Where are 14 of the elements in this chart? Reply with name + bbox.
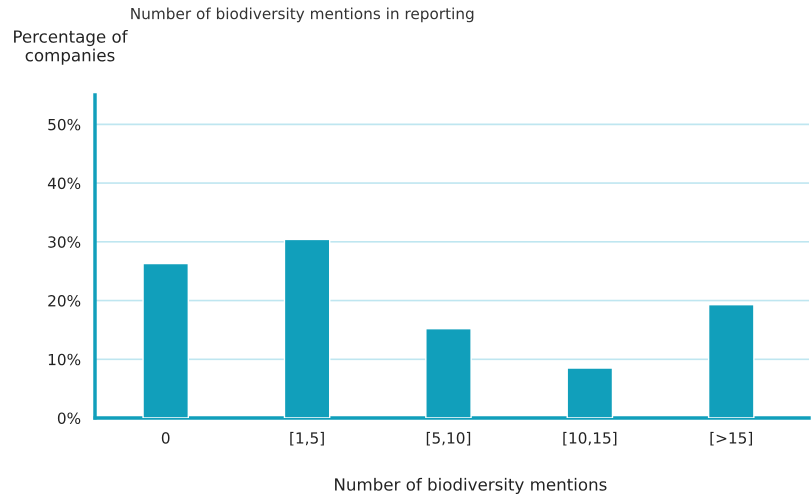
y-tick-label: 30% <box>48 236 80 248</box>
y-tick-label: 50% <box>48 118 80 130</box>
y-tick-label: 10% <box>48 354 80 366</box>
x-tick-label: [>15] <box>710 432 752 446</box>
x-tick-label: [10,15] <box>563 432 616 446</box>
y-tick-label: 20% <box>48 295 80 307</box>
x-tick-label: [1,5] <box>290 432 324 446</box>
chart-title: Number of biodiversity mentions in reporting <box>131 7 474 22</box>
x-axis-title: Number of biodiversity mentions <box>335 478 606 494</box>
y-tick-label: 40% <box>48 178 80 190</box>
y-axis-title: Percentage of companies <box>14 30 128 65</box>
x-tick-label: 0 <box>162 432 170 444</box>
x-tick-label: [5,10] <box>426 432 470 446</box>
y-tick-label: 0% <box>58 412 80 424</box>
